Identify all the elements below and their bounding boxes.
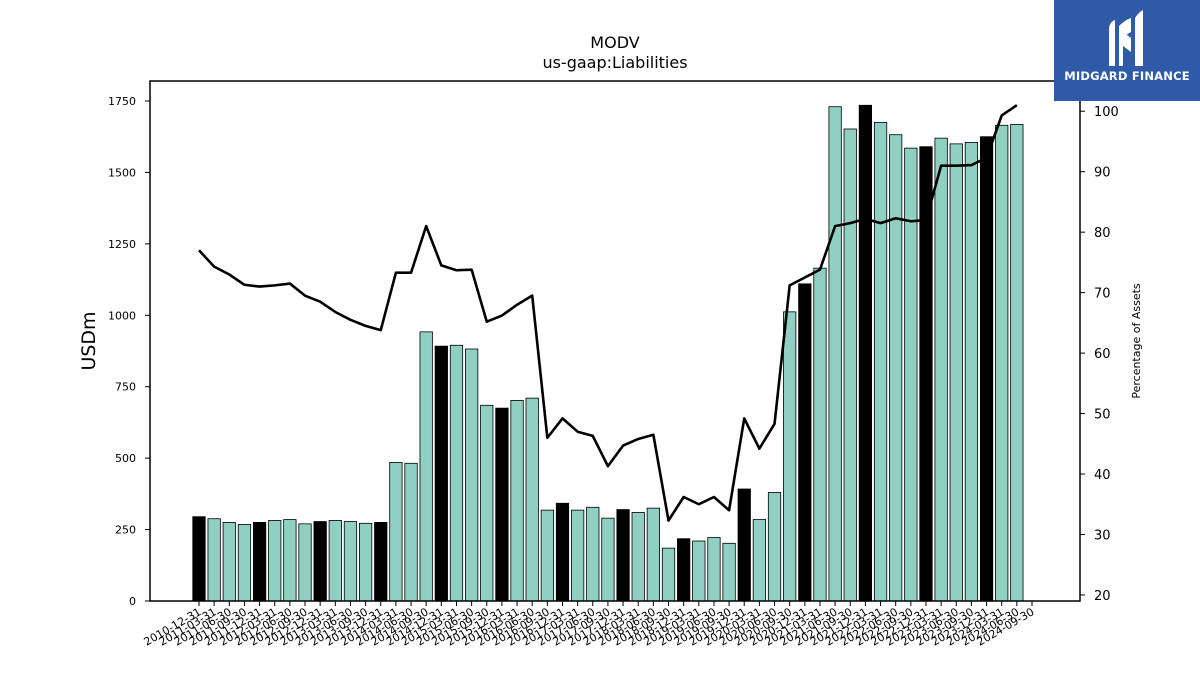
y-right-tick-label: 40 bbox=[1094, 468, 1111, 483]
bar-2019-06-30 bbox=[707, 537, 721, 602]
bar-2016-12-31 bbox=[555, 502, 570, 602]
y-axis-right-label: Percentage of Assets bbox=[1130, 283, 1143, 399]
bar-2014-12-31 bbox=[434, 345, 448, 602]
plot-frame bbox=[149, 80, 1081, 602]
y-left-tick-label: 250 bbox=[115, 524, 136, 537]
y-axis-left: 0 250 500 750 1000 1250 1500 1750 bbox=[108, 95, 150, 608]
y-left-tick-label: 1000 bbox=[108, 309, 136, 322]
bar-2022-12-31 bbox=[919, 146, 933, 602]
bar-2016-06-30 bbox=[525, 397, 539, 602]
bar-2017-12-31 bbox=[616, 509, 630, 602]
bar-2017-09-30 bbox=[601, 517, 615, 602]
bar-2020-09-30 bbox=[783, 311, 797, 602]
bar-2024-03-31 bbox=[995, 124, 1009, 602]
percentage-of-assets-line bbox=[198, 104, 1018, 522]
bar-2017-03-31 bbox=[571, 509, 585, 602]
bar-2019-09-30 bbox=[722, 542, 736, 602]
y-right-tick-label: 100 bbox=[1094, 105, 1119, 120]
bar-2012-06-30 bbox=[283, 519, 297, 602]
bar-2014-06-30 bbox=[404, 462, 418, 602]
bar-2024-06-30 bbox=[1010, 124, 1024, 602]
x-axis: 2010-12-312011-03-312011-06-302011-09-30… bbox=[142, 601, 1037, 649]
bar-2012-03-31 bbox=[268, 520, 282, 602]
bar-2023-09-30 bbox=[964, 142, 979, 602]
bar-2021-06-30 bbox=[828, 106, 842, 602]
bar-2010-12-31 bbox=[192, 516, 206, 602]
bar-2022-06-30 bbox=[889, 134, 903, 602]
bar-2018-06-30 bbox=[646, 507, 660, 602]
y-left-tick-label: 1250 bbox=[108, 238, 136, 251]
y-left-tick-label: 500 bbox=[115, 452, 136, 465]
bar-2013-03-31 bbox=[328, 520, 342, 602]
bar-2014-03-31 bbox=[389, 462, 403, 602]
percentage-line bbox=[198, 104, 1018, 522]
midgard-logo-icon bbox=[1109, 10, 1143, 66]
bar-2021-12-31 bbox=[858, 104, 873, 602]
y-right-tick-label: 70 bbox=[1094, 287, 1111, 302]
y-left-tick-label: 1500 bbox=[108, 166, 136, 179]
y-right-tick-label: 30 bbox=[1094, 528, 1111, 543]
bar-2016-09-30 bbox=[540, 509, 554, 602]
bar-2017-06-30 bbox=[586, 506, 600, 602]
bar-2018-03-31 bbox=[631, 512, 645, 602]
bar-2012-12-31 bbox=[313, 521, 327, 602]
bar-2011-12-31 bbox=[252, 522, 267, 602]
bar-2014-09-30 bbox=[419, 331, 433, 602]
bar-2021-03-31 bbox=[813, 267, 827, 602]
bar-2013-06-30 bbox=[343, 521, 358, 602]
bar-2013-09-30 bbox=[358, 522, 373, 602]
bar-2020-03-31 bbox=[752, 519, 766, 602]
y-right-tick-label: 60 bbox=[1094, 347, 1111, 362]
bar-2023-06-30 bbox=[949, 143, 963, 602]
y-left-tick-label: 1750 bbox=[108, 95, 136, 108]
y-right-tick-label: 20 bbox=[1094, 589, 1111, 604]
chart-subtitle: us-gaap:Liabilities bbox=[542, 53, 687, 72]
bar-2020-06-30 bbox=[767, 492, 782, 602]
logo-text: MIDGARD FINANCE bbox=[1064, 69, 1190, 83]
bar-2023-12-31 bbox=[979, 136, 994, 602]
y-right-tick-label: 50 bbox=[1094, 408, 1111, 423]
bar-2016-03-31 bbox=[510, 400, 524, 602]
y-left-tick-label: 0 bbox=[129, 595, 136, 608]
bar-2018-09-30 bbox=[661, 547, 676, 602]
bar-2015-06-30 bbox=[465, 348, 479, 602]
y-axis-left-label: USDm bbox=[78, 311, 100, 370]
bar-2015-12-31 bbox=[495, 407, 509, 602]
bar-2018-12-31 bbox=[677, 538, 691, 602]
bar-2019-03-31 bbox=[692, 540, 706, 602]
bar-2015-03-31 bbox=[449, 344, 464, 602]
y-axis-right: 20 30 40 50 60 70 80 90 100 bbox=[1080, 105, 1119, 604]
bar-2011-06-30 bbox=[222, 522, 236, 602]
y-left-tick-label: 750 bbox=[115, 381, 136, 394]
midgard-finance-logo: MIDGARD FINANCE bbox=[1054, 0, 1200, 101]
bar-2011-03-31 bbox=[207, 518, 221, 602]
y-right-tick-label: 80 bbox=[1094, 226, 1111, 241]
bar-2011-09-30 bbox=[237, 524, 252, 602]
bar-2019-12-31 bbox=[737, 488, 751, 602]
bar-2021-09-30 bbox=[843, 128, 857, 602]
bar-2015-09-30 bbox=[480, 404, 494, 602]
chart-title: MODV bbox=[590, 33, 639, 52]
bar-2022-03-31 bbox=[873, 122, 888, 602]
y-right-tick-label: 90 bbox=[1094, 166, 1111, 181]
bar-2023-03-31 bbox=[934, 137, 948, 602]
bar-2012-09-30 bbox=[298, 523, 312, 602]
bar-2013-12-31 bbox=[374, 522, 388, 602]
bars bbox=[192, 104, 1024, 602]
bar-2022-09-30 bbox=[904, 147, 918, 602]
bar-2020-12-31 bbox=[798, 283, 812, 602]
